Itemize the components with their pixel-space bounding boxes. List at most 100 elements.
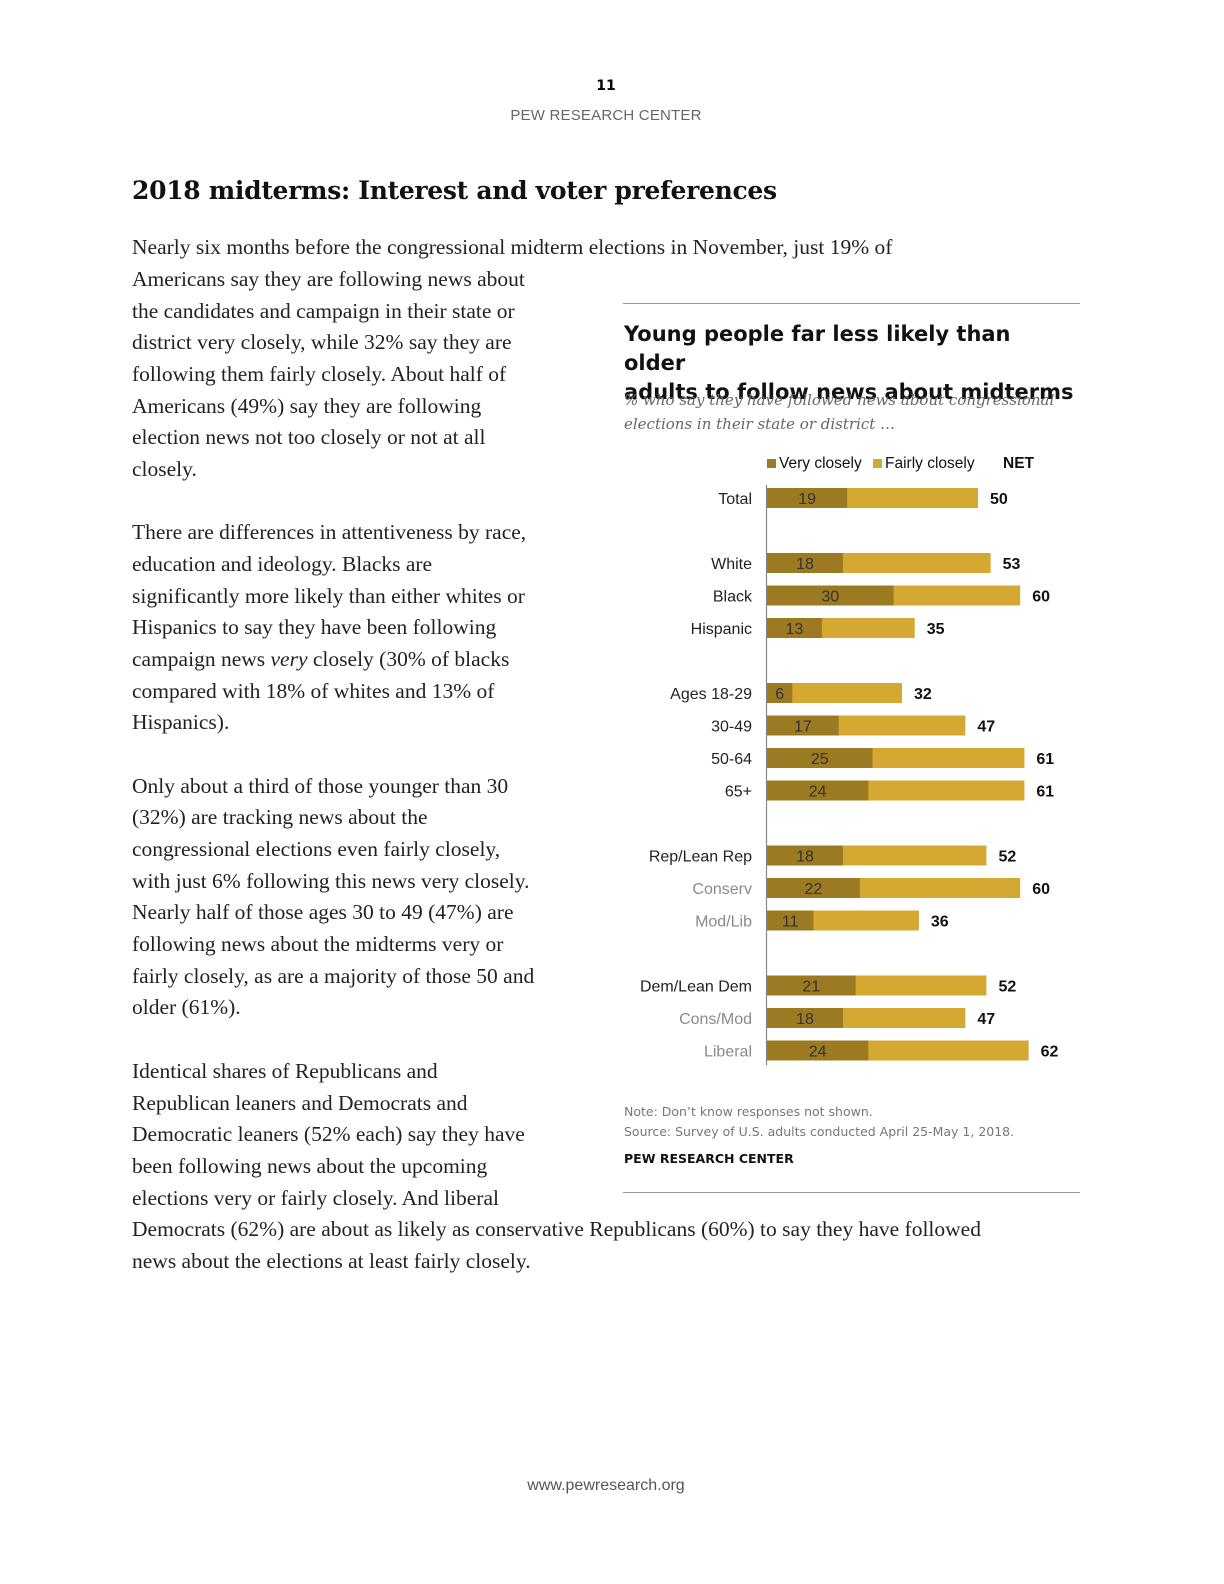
bar-very-liberal (767, 1040, 869, 1061)
value-label-net: 60 (1032, 881, 1050, 898)
legend-swatch-fairly (873, 459, 882, 468)
value-label-very: 17 (794, 719, 812, 736)
text-line: been following news about the upcoming (132, 1154, 488, 1178)
chart-title: Young people far less likely than older … (624, 320, 1074, 407)
category-label: Ages 18-29 (670, 686, 752, 703)
value-label-very: 13 (786, 621, 804, 638)
category-label: Total (718, 491, 752, 508)
text-line: Hispanics). (132, 710, 230, 734)
text-line: the candidates and campaign in their sta… (132, 299, 515, 323)
text-segment: closely (30% of blacks (307, 647, 510, 671)
text-line: Only about a third of those younger than… (132, 774, 509, 798)
chart-source: Source: Survey of U.S. adults conducted … (624, 1124, 1015, 1139)
chart-subtitle-line: elections in their state or district … (624, 415, 896, 433)
bar-very-conserv (767, 878, 860, 898)
category-label: Dem/Lean Dem (640, 979, 752, 996)
text-line: older (61%). (132, 995, 241, 1019)
bar-very-black (767, 585, 894, 606)
category-label: Black (713, 589, 753, 606)
bar-very-total (767, 488, 848, 508)
text-line: Identical shares of Republicans and (132, 1059, 438, 1083)
value-label-very: 24 (809, 784, 827, 801)
value-label-net: 52 (998, 979, 1016, 996)
bar-very-white (767, 553, 843, 573)
value-label-very: 18 (796, 556, 814, 573)
chart-note-text: Note: Don’t know responses not shown. (624, 1104, 873, 1119)
value-label-net: 35 (927, 621, 945, 638)
category-label: 50-64 (711, 751, 752, 768)
text-line: Democrats (62%) are about as likely as c… (132, 1217, 981, 1241)
text-line: congressional elections even fairly clos… (132, 837, 501, 861)
chart-panel (623, 303, 1080, 1193)
chart-title-line: adults to follow news about midterms (624, 380, 1074, 404)
value-label-net: 53 (1003, 556, 1021, 573)
text-line: following them fairly closely. About hal… (132, 362, 507, 386)
value-label-net: 36 (931, 914, 949, 931)
text-line: elections very or fairly closely. And li… (132, 1186, 499, 1210)
value-label-net: 32 (914, 686, 932, 703)
text-line: fairly closely, as are a majority of tho… (132, 964, 535, 988)
text-line: Americans (49%) say they are following (132, 394, 482, 418)
value-label-net: 47 (977, 1011, 995, 1028)
text-line: Democratic leaners (52% each) say they h… (132, 1122, 525, 1146)
emphasis-very: very (270, 647, 308, 671)
category-label: White (711, 556, 752, 573)
value-label-very: 24 (809, 1044, 827, 1061)
value-label-very: 6 (775, 686, 784, 703)
category-label: Conserv (692, 881, 752, 898)
text-line: Americans say they are following news ab… (132, 267, 525, 291)
bar-very-dem-lean-dem (767, 975, 856, 996)
category-label: Cons/Mod (679, 1011, 752, 1028)
text-line: following news about the midterms very o… (132, 932, 504, 956)
text-line: Nearly six months before the congression… (132, 235, 893, 259)
category-label: Mod/Lib (695, 914, 752, 931)
value-label-net: 60 (1032, 589, 1050, 606)
value-label-very: 18 (796, 1011, 814, 1028)
legend-item-fairly: Fairly closely (873, 455, 975, 473)
value-label-net: 61 (1036, 751, 1054, 768)
value-label-very: 25 (811, 751, 829, 768)
chart-subtitle: % who say they have followed news about … (624, 388, 1084, 436)
bar-very-cons-mod (767, 1008, 843, 1028)
text-line: Republican leaners and Democrats and (132, 1091, 468, 1115)
value-label-net: 50 (990, 491, 1008, 508)
category-label: Hispanic (691, 621, 752, 638)
text-line: closely. (132, 457, 197, 481)
category-label: 30-49 (711, 719, 752, 736)
footer-url: www.pewresearch.org (527, 1477, 685, 1494)
category-label: Liberal (704, 1044, 752, 1061)
text-line: significantly more likely than either wh… (132, 584, 525, 608)
legend-label-fairly: Fairly closely (885, 455, 975, 472)
chart-source-org: PEW RESEARCH CENTER (624, 1151, 794, 1166)
bar-very-rep-lean-rep (767, 845, 843, 866)
page-number: 11 (596, 78, 616, 94)
text-line: news about the elections at least fairly… (132, 1249, 531, 1273)
text-line: Nearly half of those ages 30 to 49 (47%)… (132, 900, 514, 924)
bar-very-30-49 (767, 715, 839, 736)
chart-subtitle-line: % who say they have followed news about … (624, 391, 1055, 409)
value-label-net: 62 (1041, 1044, 1059, 1061)
value-label-net: 47 (977, 719, 995, 736)
text-line: with just 6% following this news very cl… (132, 869, 530, 893)
text-line: compared with 18% of whites and 13% of (132, 679, 495, 703)
bar-very-hispanic (767, 618, 822, 638)
value-label-very: 18 (796, 849, 814, 866)
value-label-net: 61 (1036, 784, 1054, 801)
value-label-net: 52 (998, 849, 1016, 866)
value-label-very: 19 (798, 491, 816, 508)
text-line: (32%) are tracking news about the (132, 805, 428, 829)
bar-very-50-64 (767, 748, 873, 768)
value-label-very: 21 (802, 979, 820, 996)
legend-swatch-very (767, 459, 776, 468)
text-line: election news not too closely or not at … (132, 425, 486, 449)
text-line: campaign news very closely (30% of black… (132, 644, 509, 676)
text-line: education and ideology. Blacks are (132, 552, 433, 576)
text-line: district very closely, while 32% say the… (132, 330, 512, 354)
category-label: 65+ (725, 784, 752, 801)
text-line: Hispanics to say they have been followin… (132, 615, 497, 639)
bar-very-mod-lib (767, 910, 814, 931)
bar-fairly-ages-18-29 (767, 683, 903, 703)
chart-title-line: Young people far less likely than older (624, 322, 1011, 375)
legend-net: NET (1003, 455, 1034, 472)
